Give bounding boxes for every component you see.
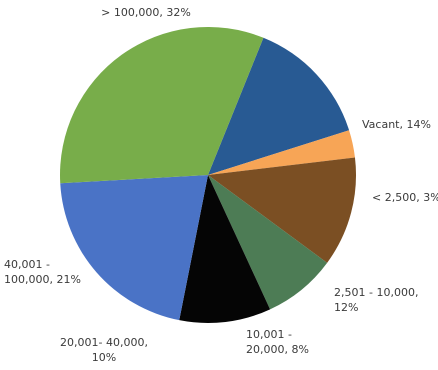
slice-label-line: Vacant, 14% — [362, 118, 431, 131]
pie-slice-4 — [179, 175, 271, 323]
pie-slice-5 — [60, 175, 209, 321]
pie-slice-6 — [59, 27, 264, 184]
slice-label-6: > 100,000, 32% — [101, 6, 191, 19]
slice-label-4: 20,001- 40,000, 10% — [60, 336, 148, 364]
pie-slice-3 — [208, 175, 328, 310]
slice-label-line: 20,000, 8% — [246, 343, 309, 356]
pie-labels: Vacant, 14% < 2,500, 3% 2,501 - 10,000, 12%… — [4, 6, 438, 364]
slice-label-line: 100,000, 21% — [4, 273, 81, 286]
slice-label-line: 12% — [334, 301, 358, 314]
pie-slices — [59, 27, 357, 323]
slice-label-line: 40,001 - — [4, 258, 50, 271]
slice-label-line: 10,001 - — [246, 328, 292, 341]
pie-slice-0 — [208, 37, 350, 175]
slice-label-line: > 100,000, 32% — [101, 6, 191, 19]
slice-label-3: 10,001 - 20,000, 8% — [246, 328, 309, 356]
slice-label-line: 20,001- 40,000, — [60, 336, 148, 349]
slice-label-2: 2,501 - 10,000, 12% — [334, 286, 418, 314]
slice-label-0: Vacant, 14% — [362, 118, 431, 131]
slice-label-line: < 2,500, 3% — [372, 191, 438, 204]
slice-label-line: 10% — [92, 351, 116, 364]
slice-label-5: 40,001 - 100,000, 21% — [4, 258, 81, 286]
pie-slice-2 — [208, 157, 357, 263]
pie-slice-1 — [208, 130, 355, 175]
slice-label-1: < 2,500, 3% — [372, 191, 438, 204]
slice-label-line: 2,501 - 10,000, — [334, 286, 418, 299]
